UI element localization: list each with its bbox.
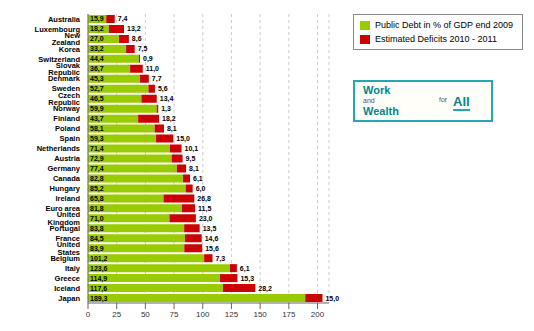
svg-text:26,8: 26,8: [197, 195, 211, 203]
svg-text:46,5: 46,5: [90, 95, 104, 103]
svg-text:36,7: 36,7: [90, 65, 104, 73]
svg-text:5,6: 5,6: [158, 85, 168, 93]
svg-text:8,1: 8,1: [189, 165, 199, 173]
svg-text:8,6: 8,6: [132, 35, 142, 43]
svg-text:Austria: Austria: [54, 154, 81, 163]
svg-text:200: 200: [311, 310, 325, 319]
svg-text:Australia: Australia: [48, 15, 81, 24]
svg-text:0: 0: [86, 310, 91, 319]
svg-text:83,8: 83,8: [90, 225, 104, 233]
svg-text:114,9: 114,9: [90, 275, 107, 283]
svg-text:59,9: 59,9: [90, 105, 104, 113]
svg-text:15,0: 15,0: [176, 135, 190, 143]
svg-text:82,8: 82,8: [90, 175, 104, 183]
svg-text:14,6: 14,6: [205, 235, 219, 243]
svg-text:33,2: 33,2: [90, 45, 104, 53]
svg-text:7,3: 7,3: [216, 255, 226, 263]
svg-text:85,2: 85,2: [90, 185, 104, 193]
svg-text:84,5: 84,5: [90, 235, 104, 243]
svg-text:7,5: 7,5: [138, 45, 148, 53]
svg-text:125: 125: [225, 310, 239, 319]
svg-text:123,6: 123,6: [90, 265, 108, 273]
svg-text:France: France: [55, 234, 80, 243]
svg-text:Poland: Poland: [55, 124, 80, 133]
svg-text:150: 150: [253, 310, 267, 319]
svg-text:Netherlands: Netherlands: [37, 144, 80, 153]
svg-text:117,6: 117,6: [90, 285, 107, 293]
svg-text:59,3: 59,3: [90, 135, 104, 143]
svg-text:81,8: 81,8: [90, 205, 104, 213]
svg-text:75: 75: [170, 310, 179, 319]
svg-text:72,9: 72,9: [90, 155, 104, 163]
svg-text:77,4: 77,4: [90, 165, 104, 173]
svg-text:Switzerland: Switzerland: [38, 55, 80, 64]
svg-text:18,2: 18,2: [90, 25, 104, 33]
svg-text:Hungary: Hungary: [50, 184, 81, 193]
svg-text:25: 25: [112, 310, 121, 319]
svg-text:Luxembourg: Luxembourg: [35, 25, 81, 34]
svg-text:28,2: 28,2: [258, 285, 272, 293]
svg-text:15,3: 15,3: [240, 275, 254, 283]
svg-text:52,7: 52,7: [90, 85, 104, 93]
svg-text:45,3: 45,3: [90, 75, 104, 83]
svg-text:Canada: Canada: [53, 174, 81, 183]
svg-text:189,3: 189,3: [90, 295, 108, 303]
svg-text:18,2: 18,2: [162, 115, 176, 123]
svg-text:83,9: 83,9: [90, 245, 104, 253]
svg-text:15,0: 15,0: [325, 295, 339, 303]
svg-text:15,6: 15,6: [205, 245, 219, 253]
svg-text:Finland: Finland: [53, 114, 80, 123]
svg-text:Spain: Spain: [60, 134, 81, 143]
svg-text:Germany: Germany: [47, 164, 80, 173]
svg-text:13,4: 13,4: [160, 95, 174, 103]
svg-text:50: 50: [141, 310, 150, 319]
svg-text:13,5: 13,5: [203, 225, 217, 233]
svg-text:Euro area: Euro area: [45, 204, 80, 213]
svg-text:175: 175: [282, 310, 296, 319]
svg-text:7,7: 7,7: [152, 75, 162, 83]
svg-text:10,1: 10,1: [185, 145, 199, 153]
svg-text:65,8: 65,8: [90, 195, 104, 203]
svg-text:Italy: Italy: [65, 264, 81, 273]
svg-text:27,0: 27,0: [90, 35, 104, 43]
svg-text:11,5: 11,5: [198, 205, 211, 213]
svg-text:100: 100: [196, 310, 210, 319]
svg-text:6,0: 6,0: [196, 185, 206, 193]
svg-text:44,4: 44,4: [90, 55, 104, 63]
svg-text:6,1: 6,1: [240, 265, 250, 273]
svg-text:1,3: 1,3: [161, 105, 171, 113]
svg-text:13,2: 13,2: [127, 25, 141, 33]
svg-text:6,1: 6,1: [193, 175, 203, 183]
svg-text:15,9: 15,9: [90, 15, 104, 23]
svg-text:58,1: 58,1: [90, 125, 104, 133]
svg-text:71,0: 71,0: [90, 215, 104, 223]
svg-text:101,2: 101,2: [90, 255, 108, 263]
svg-text:71,4: 71,4: [90, 145, 104, 153]
svg-text:11,0: 11,0: [146, 65, 159, 73]
svg-text:9,5: 9,5: [186, 155, 196, 163]
svg-text:0,9: 0,9: [143, 55, 153, 63]
svg-text:Sweden: Sweden: [52, 84, 81, 93]
svg-text:8,1: 8,1: [167, 125, 177, 133]
svg-text:43,7: 43,7: [90, 115, 104, 123]
svg-text:Japan: Japan: [58, 294, 80, 303]
svg-text:Greece: Greece: [55, 274, 80, 283]
svg-text:Iceland: Iceland: [54, 284, 80, 293]
svg-text:7,4: 7,4: [118, 15, 128, 23]
svg-text:Ireland: Ireland: [55, 194, 80, 203]
svg-text:23,0: 23,0: [199, 215, 213, 223]
